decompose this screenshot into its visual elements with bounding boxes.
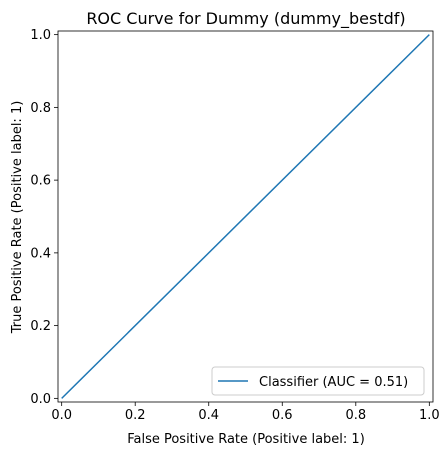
y-tick-label-3: 0.6	[30, 174, 51, 189]
legend-label-classifier: Classifier (AUC = 0.51)	[259, 375, 408, 390]
chart-title: ROC Curve for Dummy (dummy_bestdf)	[86, 9, 405, 29]
x-tick-label-1: 0.2	[125, 408, 146, 423]
plot-area: 0.0 0.2 0.4 0.6 0.8 1.0 0.0 0.2 0.4 0.6 0.8 1.0	[30, 28, 439, 423]
x-tick-label-5: 1.0	[419, 408, 440, 423]
series-line-0	[61, 34, 430, 399]
legend-box	[211, 366, 425, 396]
y-tick-label-0: 0.0	[30, 392, 51, 407]
y-tick-label-2: 0.4	[30, 246, 51, 261]
axes-frame	[57, 30, 434, 403]
x-tick-label-3: 0.6	[272, 408, 293, 423]
x-tick-label-4: 0.8	[345, 408, 366, 423]
x-axis-label: False Positive Rate (Positive label: 1)	[127, 432, 365, 447]
y-axis-label: True Positive Rate (Positive label: 1)	[10, 101, 25, 335]
y-tick-label-4: 0.8	[30, 101, 51, 116]
legend: Classifier (AUC = 0.51)	[211, 366, 425, 396]
y-tick-label-5: 1.0	[30, 28, 51, 43]
x-tick-label-2: 0.4	[198, 408, 219, 423]
y-tick-label-1: 0.2	[30, 319, 51, 334]
x-tick-label-0: 0.0	[51, 408, 72, 423]
